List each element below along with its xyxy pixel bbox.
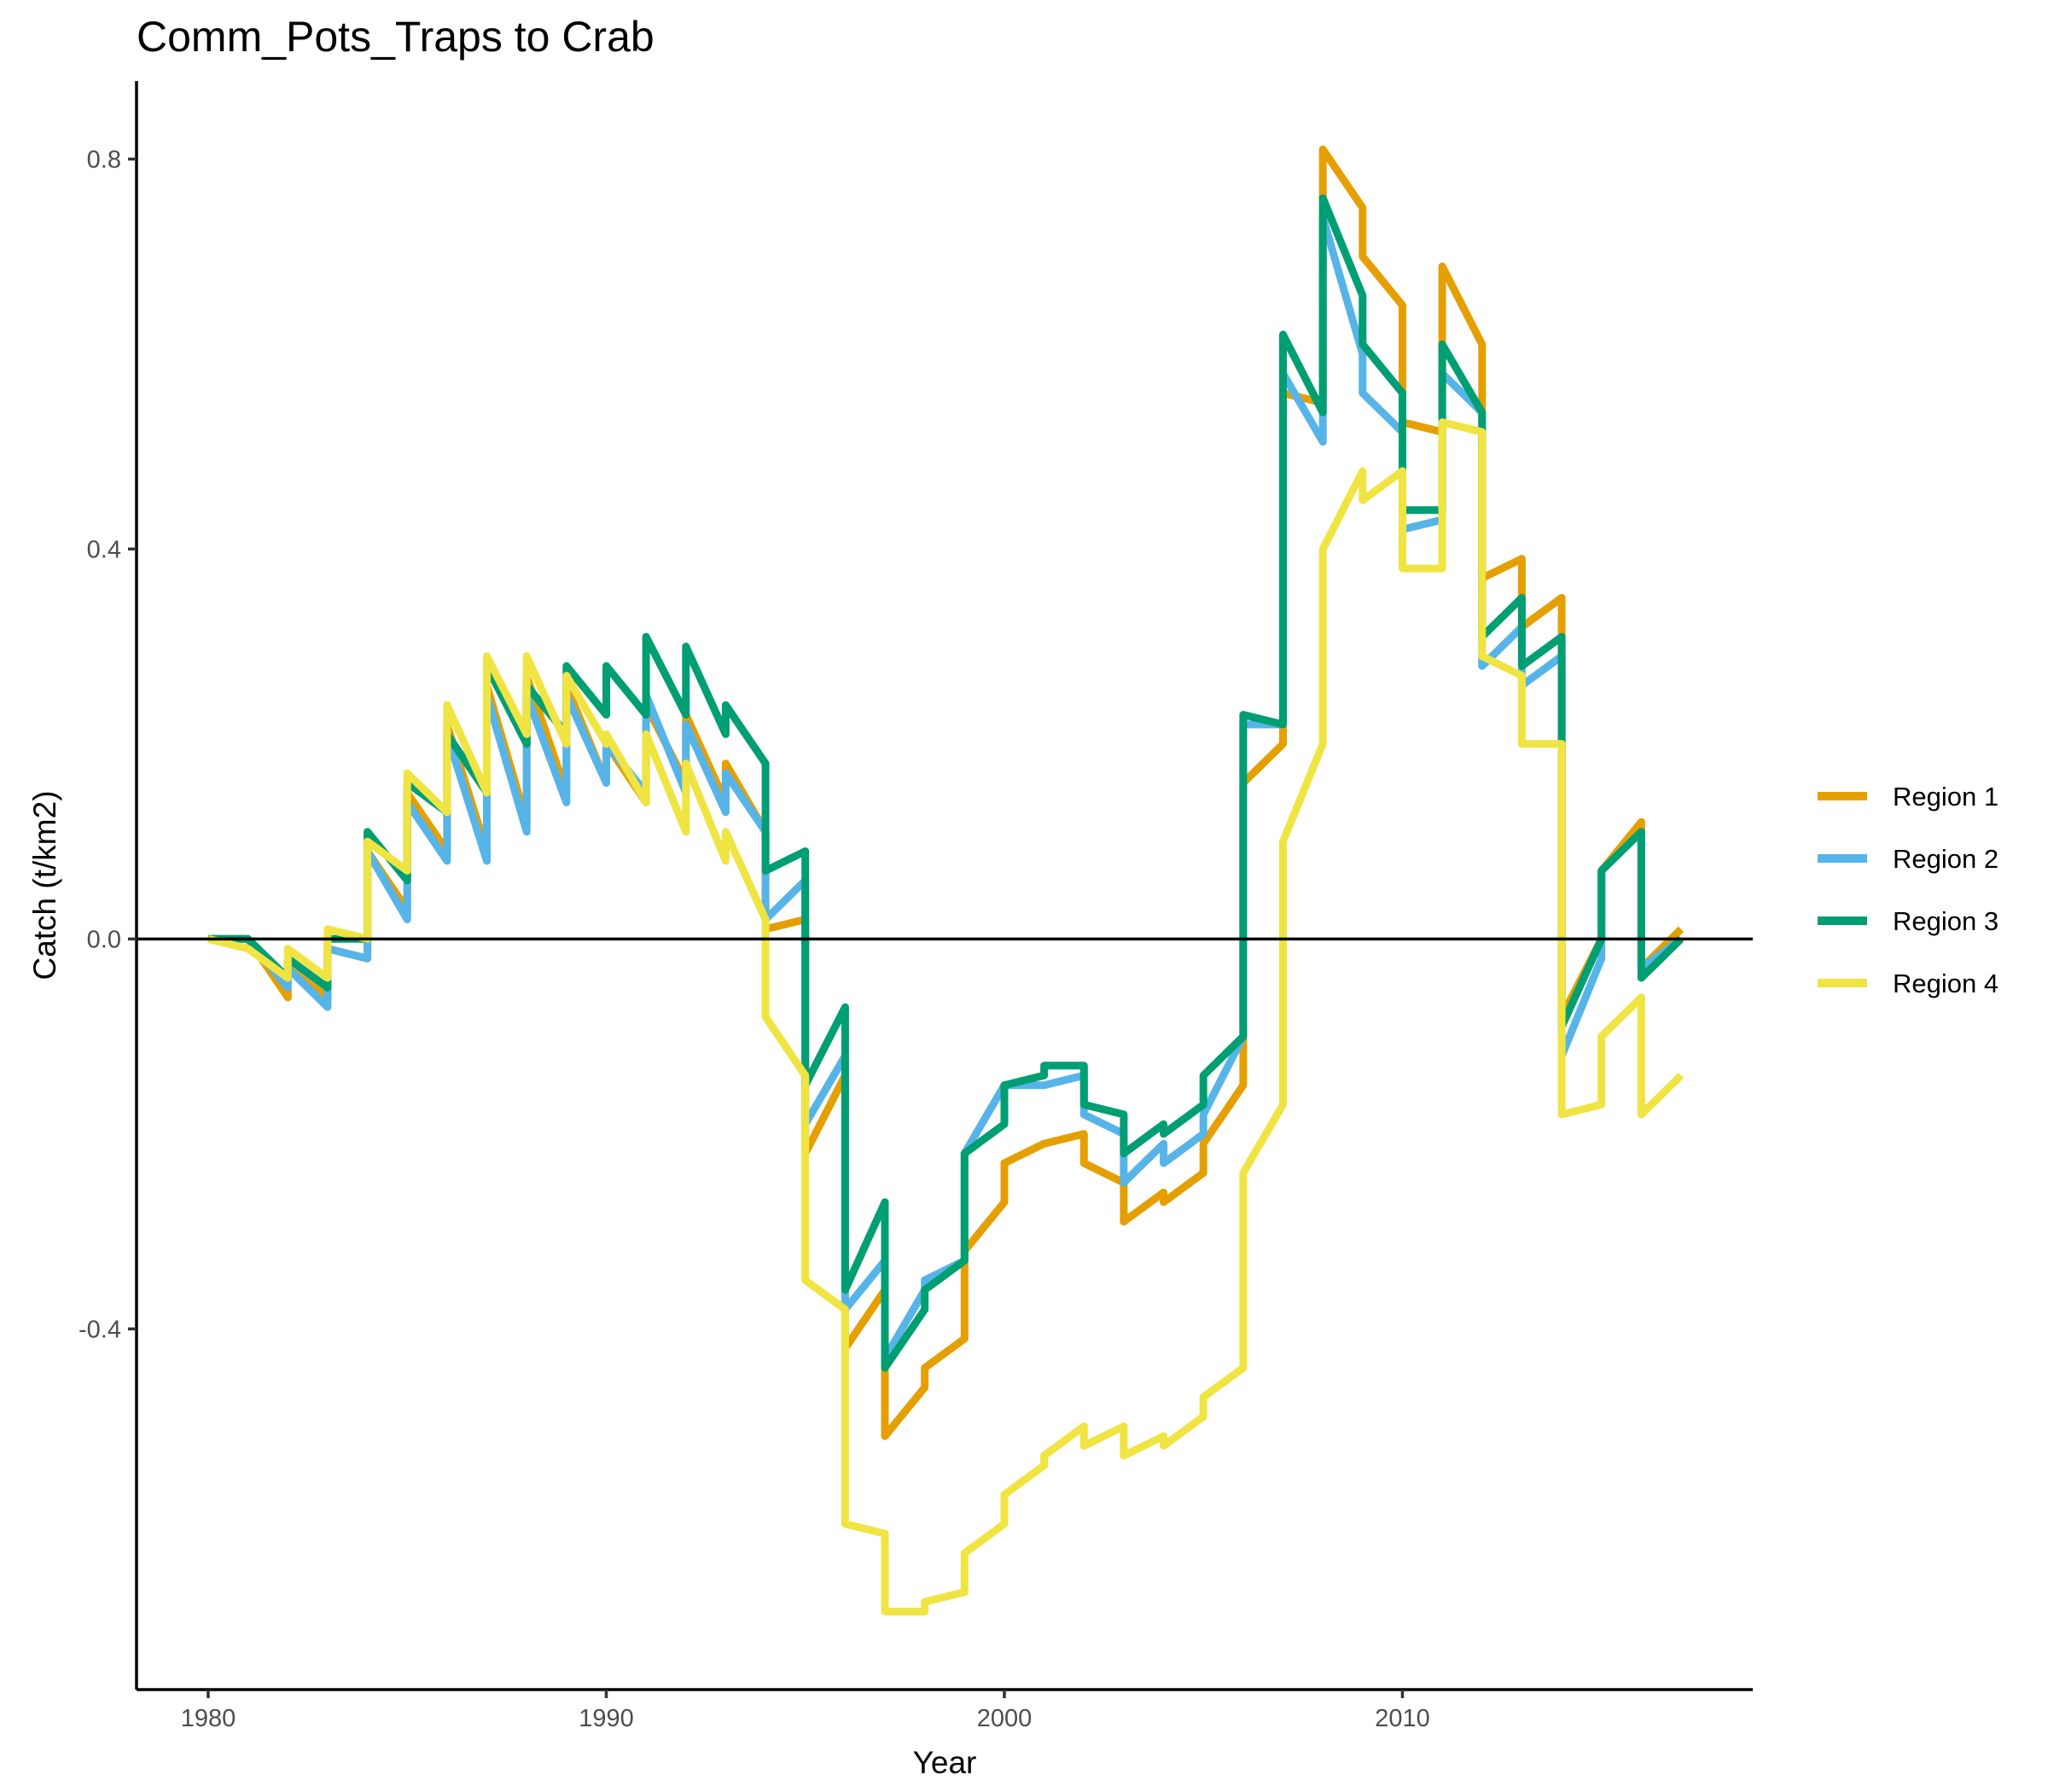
y-axis-ticks: -0.4 0.0 0.4 0.8 [79, 146, 137, 1343]
legend-label-region-2: Region 2 [1893, 844, 1999, 874]
x-tick-label: 2000 [977, 1705, 1033, 1732]
chart-title: Comm_Pots_Traps to Crab [137, 13, 655, 61]
y-tick-label: 0.4 [87, 536, 121, 563]
series-line-region-3 [208, 194, 1684, 1372]
legend: Region 1 Region 2 Region 3 Region 4 [1818, 782, 1999, 998]
plot-lines [207, 145, 1684, 1616]
series-line-region-4 [207, 418, 1684, 1616]
y-tick-label: -0.4 [79, 1316, 121, 1343]
legend-label-region-1: Region 1 [1893, 782, 1999, 812]
legend-label-region-3: Region 3 [1893, 906, 1999, 936]
legend-label-region-4: Region 4 [1893, 969, 1999, 998]
x-axis-ticks: 1980 1990 2000 2010 [181, 1690, 1430, 1732]
y-axis-title: Catch (t/km2) [27, 790, 62, 980]
y-tick-label: 0.8 [87, 146, 121, 173]
x-tick-label: 2010 [1375, 1705, 1430, 1732]
x-tick-label: 1990 [579, 1705, 634, 1732]
x-axis-title: Year [913, 1745, 977, 1780]
y-tick-label: 0.0 [87, 926, 121, 953]
series-line-region-2 [208, 213, 1684, 1363]
x-tick-label: 1980 [181, 1705, 236, 1732]
